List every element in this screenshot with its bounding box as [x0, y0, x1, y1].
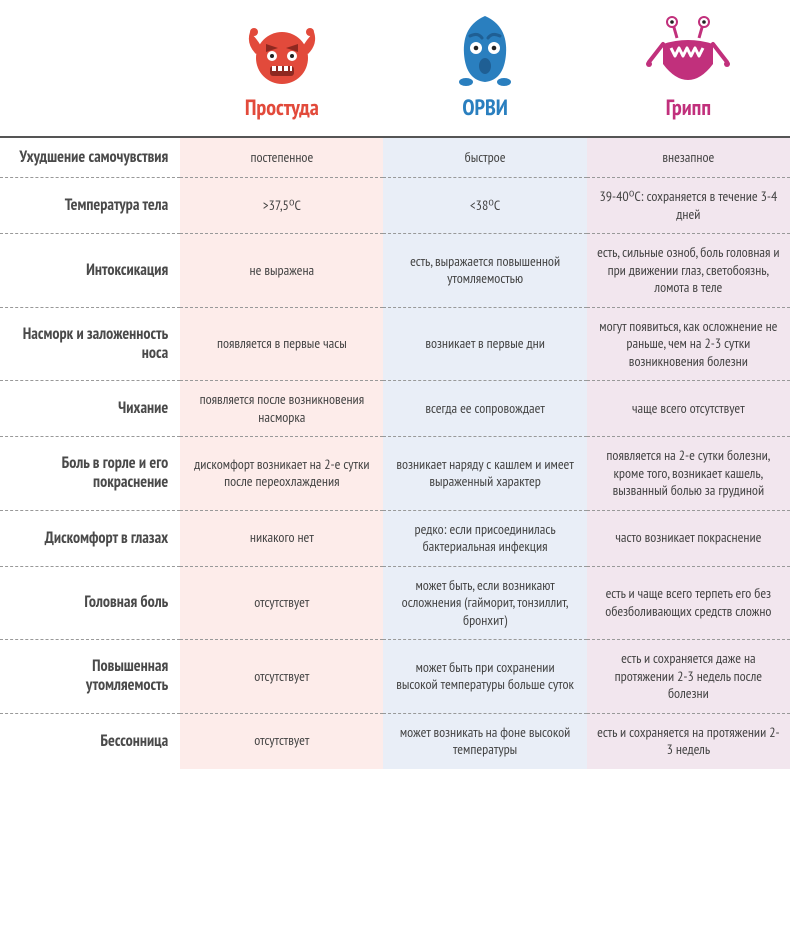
- header-flu: Грипп: [587, 0, 790, 137]
- blue-monster-icon: [389, 10, 580, 88]
- cell: >37,5⁰C: [180, 178, 383, 234]
- cell: быстрое: [383, 137, 586, 178]
- cell: есть и сохраняется даже на протяжении 2-…: [587, 640, 790, 714]
- cell: возникает наряду с кашлем и имеет выраже…: [383, 437, 586, 511]
- cell: отсутствует: [180, 640, 383, 714]
- row-label: Головная боль: [0, 566, 180, 640]
- cell: может быть при сохранении высокой темпер…: [383, 640, 586, 714]
- header-title-orvi: ОРВИ: [389, 94, 580, 122]
- table-row: Головная боль отсутствует может быть, ес…: [0, 566, 790, 640]
- cell: дискомфорт возникает на 2-е сутки после …: [180, 437, 383, 511]
- table-row: Повышенная утомляемость отсутствует може…: [0, 640, 790, 714]
- red-monster-icon: [186, 10, 377, 88]
- cell: могут появиться, как осложнение не раньш…: [587, 307, 790, 381]
- row-label: Ухудшение самочувствия: [0, 137, 180, 178]
- table-row: Интоксикация не выражена есть, выражаетс…: [0, 234, 790, 308]
- cell: есть, сильные озноб, боль головная и при…: [587, 234, 790, 308]
- table-row: Дискомфорт в глазах никакого нет редко: …: [0, 510, 790, 566]
- cell: появляется в первые часы: [180, 307, 383, 381]
- table-row: Ухудшение самочувствия постепенное быстр…: [0, 137, 790, 178]
- row-label: Чихание: [0, 381, 180, 437]
- header-blank: [0, 0, 180, 137]
- row-label: Интоксикация: [0, 234, 180, 308]
- table-row: Насморк и заложенность носа появляется в…: [0, 307, 790, 381]
- row-label: Повышенная утомляемость: [0, 640, 180, 714]
- row-label: Температура тела: [0, 178, 180, 234]
- cell: всегда ее сопровождает: [383, 381, 586, 437]
- header-title-cold: Простуда: [186, 94, 377, 122]
- cell: часто возникает покраснение: [587, 510, 790, 566]
- table-body: Ухудшение самочувствия постепенное быстр…: [0, 137, 790, 769]
- cell: возникает в первые дни: [383, 307, 586, 381]
- row-label: Насморк и заложенность носа: [0, 307, 180, 381]
- cell: появляется на 2-е сутки болезни, кроме т…: [587, 437, 790, 511]
- header-row: Простуда ОРВИ: [0, 0, 790, 137]
- cell: 39-40⁰C: сохраняется в течение 3-4 дней: [587, 178, 790, 234]
- row-label: Боль в горле и его покраснение: [0, 437, 180, 511]
- table-row: Боль в горле и его покраснение дискомфор…: [0, 437, 790, 511]
- header-orvi: ОРВИ: [383, 0, 586, 137]
- cell: есть и сохраняется на протяжении 2-3 нед…: [587, 713, 790, 769]
- cell: редко: если присоединилась бактериальная…: [383, 510, 586, 566]
- cell: чаще всего отсутствует: [587, 381, 790, 437]
- cell: отсутствует: [180, 566, 383, 640]
- cell: постепенное: [180, 137, 383, 178]
- cell: отсутствует: [180, 713, 383, 769]
- cell: может быть, если возникают осложнения (г…: [383, 566, 586, 640]
- cell: появляется после возникновения насморка: [180, 381, 383, 437]
- cell: <38⁰C: [383, 178, 586, 234]
- cell: никакого нет: [180, 510, 383, 566]
- row-label: Бессонница: [0, 713, 180, 769]
- cell: есть, выражается повышенной утомляемость…: [383, 234, 586, 308]
- row-label: Дискомфорт в глазах: [0, 510, 180, 566]
- pink-monster-icon: [593, 10, 784, 88]
- cell: не выражена: [180, 234, 383, 308]
- table-row: Температура тела >37,5⁰C <38⁰C 39-40⁰C: …: [0, 178, 790, 234]
- header-cold: Простуда: [180, 0, 383, 137]
- header-title-flu: Грипп: [593, 94, 784, 122]
- cell: может возникать на фоне высокой температ…: [383, 713, 586, 769]
- cell: есть и чаще всего терпеть его без обезбо…: [587, 566, 790, 640]
- table-row: Чихание появляется после возникновения н…: [0, 381, 790, 437]
- table-row: Бессонница отсутствует может возникать н…: [0, 713, 790, 769]
- comparison-table: Простуда ОРВИ: [0, 0, 790, 769]
- cell: внезапное: [587, 137, 790, 178]
